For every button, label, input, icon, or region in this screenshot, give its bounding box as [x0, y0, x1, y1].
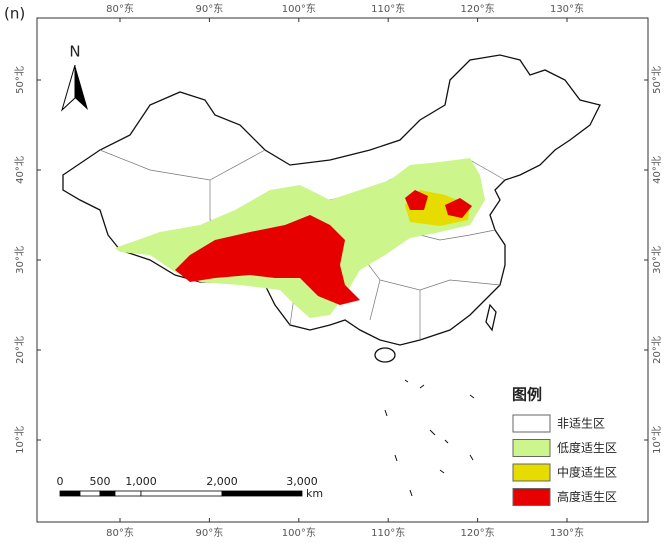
longitude-label: 110°东 — [371, 526, 405, 539]
north-label: N — [69, 43, 80, 61]
longitude-label: 100°东 — [282, 526, 316, 539]
longitude-label: 120°东 — [461, 526, 495, 539]
longitude-label: 90°东 — [196, 2, 224, 15]
latitude-label: 20°北 — [14, 336, 26, 364]
scale-label: 1,000 — [125, 475, 157, 488]
legend-swatch — [512, 463, 551, 482]
scale-segment — [79, 490, 101, 497]
scale-segment — [99, 490, 116, 497]
scale-label: 500 — [90, 475, 111, 488]
latitude-label: 20°北 — [651, 336, 663, 364]
latitude-label: 10°北 — [651, 426, 663, 454]
scale-segment — [140, 490, 223, 497]
latitude-label: 50°北 — [14, 66, 26, 94]
longitude-label: 80°东 — [106, 2, 134, 15]
taiwan — [485, 303, 497, 332]
legend-label: 高度适生区 — [557, 489, 617, 504]
longitude-label: 130°东 — [550, 2, 584, 15]
longitude-label: 90°东 — [196, 526, 224, 539]
longitude-label: 120°东 — [461, 2, 495, 15]
latitude-label: 40°北 — [14, 156, 26, 184]
north-arrow-right — [75, 65, 88, 110]
graticule-labels: 80°东 80°东 90°东 90°东 100°东 100°东 110°东 110°东 120°… — [14, 2, 663, 539]
scale-label: 2,000 — [206, 475, 238, 488]
scale-segment — [114, 490, 142, 497]
south-sea-islands — [384, 379, 475, 497]
scale-unit: km — [306, 487, 323, 500]
scale-segment — [59, 490, 81, 497]
panel-label: (n) — [4, 5, 25, 23]
scale-label: 0 — [57, 475, 64, 488]
latitude-label: 30°北 — [14, 246, 26, 274]
longitude-label: 130°东 — [550, 526, 584, 539]
legend-label: 低度适生区 — [557, 440, 617, 455]
latitude-label: 30°北 — [651, 246, 663, 274]
latitude-label: 10°北 — [14, 426, 26, 454]
north-arrow: N — [61, 43, 88, 112]
high-suitability-east — [445, 198, 472, 218]
longitude-label: 110°东 — [371, 2, 405, 15]
latitude-label: 40°北 — [651, 156, 663, 184]
high-suitability-north — [405, 190, 428, 210]
latitude-label: 50°北 — [651, 66, 663, 94]
legend-label: 非适生区 — [557, 417, 605, 431]
legend-swatch — [512, 488, 551, 506]
legend-label: 中度适生区 — [557, 465, 617, 480]
legend-swatch — [512, 439, 551, 457]
legend-title: 图例 — [512, 386, 542, 404]
scale-segment — [221, 490, 303, 497]
scale-label: 3,000 — [286, 475, 318, 488]
hainan — [374, 347, 396, 363]
high-suitability-west — [175, 215, 360, 305]
longitude-label: 80°东 — [106, 526, 134, 539]
suitability-areas — [115, 158, 485, 318]
legend-swatch — [512, 414, 551, 433]
longitude-label: 100°东 — [282, 2, 316, 15]
